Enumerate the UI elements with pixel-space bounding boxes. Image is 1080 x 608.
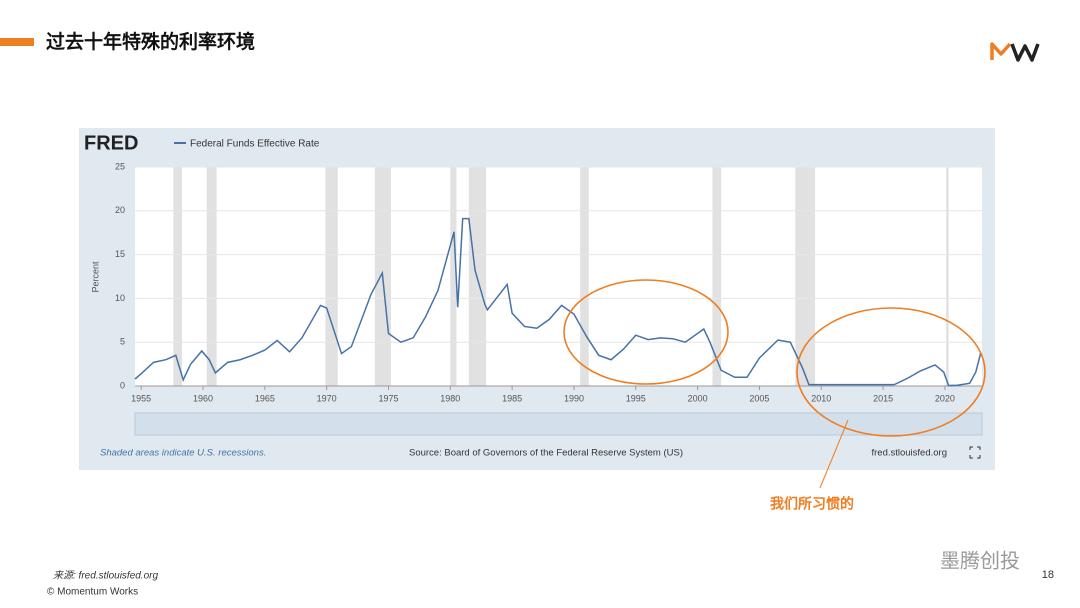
watermark: 墨腾创投 [940,549,1020,572]
y-tick-label: 25 [115,161,125,171]
x-tick-label: 2000 [688,393,708,403]
recession-band [325,167,338,386]
fred-logo: FRED [84,132,138,154]
slide-source: 来源: fred.stlouisfed.org [53,570,158,582]
copyright: © Momentum Works [47,587,138,598]
annotation-arrow [819,419,849,489]
y-axis-label: Percent [90,261,100,293]
recession-band [946,167,949,386]
recession-band [795,167,816,386]
legend-label: Federal Funds Effective Rate [190,139,320,150]
series-line [134,217,982,387]
x-tick-label: 2020 [935,393,955,403]
fullscreen-icon [969,446,981,459]
recession-band [173,167,182,386]
recession-band [580,167,589,386]
chart-source: Source: Board of Governors of the Federa… [409,448,683,459]
site: fred.stlouisfed.org [871,448,947,459]
y-tick-label: 15 [115,249,125,259]
x-tick-label: 1955 [131,393,151,403]
highlight-circle [796,307,986,437]
x-tick-label: 1975 [378,393,398,403]
x-tick-label: 2005 [749,393,769,403]
x-tick-label: 1970 [317,393,337,403]
y-tick-label: 20 [115,205,125,215]
x-tick-label: 2015 [873,393,893,403]
recession-note: Shaded areas indicate U.S. recessions. [100,448,266,459]
x-tick-label: 1960 [193,393,213,403]
recession-band [450,167,457,386]
x-tick-label: 1985 [502,393,522,403]
x-tick-label: 1990 [564,393,584,403]
highlight-circle [563,279,729,385]
x-tick-label: 1995 [626,393,646,403]
y-tick-label: 5 [120,337,125,347]
accent-bar [0,38,34,46]
plot: 0 5 10 15 20 25 1955 1960 1965 1970 1975 1980 1985 19… [115,161,982,436]
recession-band [206,167,217,386]
logo [990,42,1040,62]
y-tick-label: 10 [115,293,125,303]
recession-band [712,167,722,386]
x-tick-label: 1965 [255,393,275,403]
y-tick-label: 0 [120,380,125,390]
plot-area [135,167,982,386]
annotation: 我们所习惯的 [770,496,854,512]
slide-title: 过去十年特殊的利率环境 [46,30,255,53]
page-number: 18 [1042,569,1054,581]
x-tick-label: 2010 [811,393,831,403]
navigator [134,412,983,436]
x-tick-label: 1980 [440,393,460,403]
